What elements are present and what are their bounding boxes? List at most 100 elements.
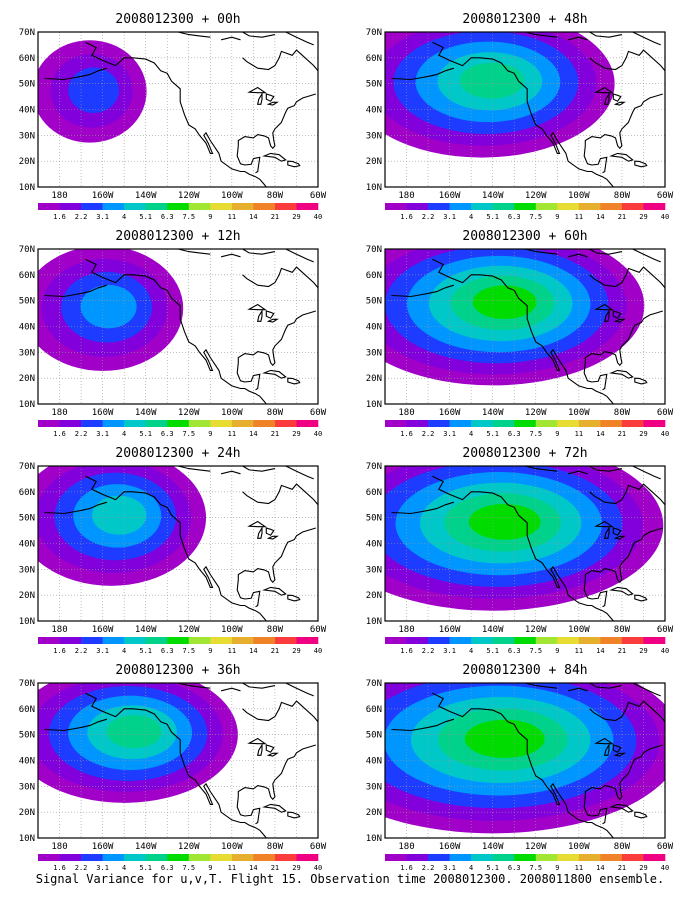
lat-tick-label: 20N bbox=[19, 808, 35, 818]
lat-tick-label: 20N bbox=[19, 374, 35, 384]
lat-tick-label: 40N bbox=[19, 757, 35, 767]
colorbar-swatch bbox=[471, 637, 493, 644]
colorbar-swatch bbox=[167, 420, 190, 427]
lat-tick-label: 70N bbox=[19, 28, 35, 38]
colorbar-swatch bbox=[600, 203, 623, 210]
colorbar-swatch bbox=[59, 637, 82, 644]
lat-tick-label: 50N bbox=[19, 297, 35, 307]
colorbar-swatch bbox=[253, 637, 276, 644]
colorbar-swatch bbox=[210, 637, 233, 644]
colorbar-label: 5.1 bbox=[139, 647, 152, 655]
lon-tick-label: 60W bbox=[657, 408, 674, 418]
lon-tick-label: 80W bbox=[614, 191, 631, 201]
colorbar-label: 40 bbox=[314, 647, 322, 655]
colorbar-label: 21 bbox=[271, 213, 279, 221]
colorbar-swatch bbox=[124, 637, 146, 644]
variance-field bbox=[385, 249, 645, 386]
colorbar-swatch bbox=[145, 637, 168, 644]
colorbar-swatch bbox=[59, 203, 82, 210]
lat-tick-label: 30N bbox=[19, 131, 35, 141]
lon-tick-label: 60W bbox=[310, 625, 327, 635]
colorbar-label: 21 bbox=[618, 864, 626, 870]
lon-tick-label: 180 bbox=[51, 625, 67, 635]
colorbar-label: 21 bbox=[618, 647, 626, 655]
colorbar-label: 9 bbox=[555, 430, 559, 438]
lon-tick-label: 120W bbox=[178, 842, 200, 852]
lat-tick-label: 20N bbox=[366, 808, 382, 818]
colorbar-swatch bbox=[600, 854, 623, 861]
colorbar-swatch bbox=[535, 420, 558, 427]
colorbar-swatch bbox=[428, 420, 450, 427]
colorbar-label: 14 bbox=[596, 430, 604, 438]
colorbar-swatch bbox=[274, 854, 297, 861]
panel-title: 2008012300 + 48h bbox=[462, 12, 587, 27]
lat-tick-label: 10N bbox=[19, 183, 35, 193]
colorbar-label: 4 bbox=[469, 864, 473, 870]
colorbar-label: 29 bbox=[292, 213, 300, 221]
lat-tick-label: 70N bbox=[19, 245, 35, 255]
lat-tick-label: 30N bbox=[19, 565, 35, 575]
colorbar-label: 7.5 bbox=[529, 864, 542, 870]
lat-tick-label: 50N bbox=[366, 297, 382, 307]
colorbar-swatch bbox=[514, 854, 537, 861]
coastlines bbox=[391, 466, 665, 621]
colorbar-swatch bbox=[231, 637, 254, 644]
lat-tick-label: 60N bbox=[366, 54, 382, 64]
contour-band bbox=[464, 719, 545, 758]
colorbar-label: 6.3 bbox=[161, 647, 174, 655]
colorbar-label: 9 bbox=[208, 430, 212, 438]
gridlines bbox=[385, 466, 665, 621]
colorbar-swatch bbox=[274, 420, 297, 427]
lon-tick-label: 80W bbox=[267, 842, 284, 852]
variance-field bbox=[38, 249, 184, 371]
colorbar-label: 21 bbox=[618, 213, 626, 221]
colorbar-label: 7.5 bbox=[529, 213, 542, 221]
colorbar-swatch bbox=[274, 203, 297, 210]
colorbar-swatch bbox=[210, 420, 233, 427]
colorbar-label: 40 bbox=[314, 864, 322, 870]
colorbar-label: 9 bbox=[555, 213, 559, 221]
colorbar-swatch bbox=[643, 203, 666, 210]
colorbar-label: 9 bbox=[208, 213, 212, 221]
lon-tick-label: 120W bbox=[525, 625, 547, 635]
lat-tick-label: 40N bbox=[366, 757, 382, 767]
colorbar-label: 3.1 bbox=[443, 213, 456, 221]
colorbar-swatch bbox=[253, 420, 276, 427]
colorbar-swatch bbox=[274, 637, 297, 644]
colorbar-label: 4 bbox=[122, 647, 126, 655]
colorbar-swatch bbox=[406, 203, 429, 210]
colorbar-swatch bbox=[621, 854, 644, 861]
colorbar-swatch bbox=[621, 637, 644, 644]
colorbar-label: 7.5 bbox=[182, 647, 195, 655]
lat-tick-label: 30N bbox=[366, 348, 382, 358]
gridlines bbox=[385, 32, 665, 187]
colorbar-label: 2.2 bbox=[75, 864, 88, 870]
colorbar-swatch bbox=[428, 203, 450, 210]
map-frame bbox=[384, 248, 666, 405]
map-frame bbox=[37, 465, 319, 622]
lat-tick-label: 20N bbox=[366, 157, 382, 167]
lon-tick-label: 180 bbox=[398, 842, 414, 852]
colorbar-swatch bbox=[102, 854, 125, 861]
lon-tick-label: 140W bbox=[135, 191, 157, 201]
lon-tick-label: 80W bbox=[614, 842, 631, 852]
lat-tick-label: 60N bbox=[366, 271, 382, 281]
colorbar-swatch bbox=[210, 854, 233, 861]
colorbar-swatch bbox=[385, 203, 407, 210]
colorbar-swatch bbox=[557, 637, 580, 644]
colorbar-label: 29 bbox=[639, 864, 647, 870]
colorbar-label: 5.1 bbox=[486, 864, 499, 870]
colorbar-label: 40 bbox=[661, 213, 669, 221]
colorbar-swatch bbox=[514, 637, 537, 644]
contour-band bbox=[459, 62, 525, 99]
colorbar-swatch bbox=[296, 203, 319, 210]
lon-tick-label: 140W bbox=[482, 842, 504, 852]
colorbar-label: 40 bbox=[661, 864, 669, 870]
colorbar-label: 6.3 bbox=[161, 430, 174, 438]
lon-tick-label: 60W bbox=[310, 842, 327, 852]
lat-tick-label: 60N bbox=[366, 488, 382, 498]
lon-tick-label: 120W bbox=[178, 191, 200, 201]
colorbar-label: 6.3 bbox=[508, 864, 521, 870]
colorbar-label: 5.1 bbox=[139, 864, 152, 870]
